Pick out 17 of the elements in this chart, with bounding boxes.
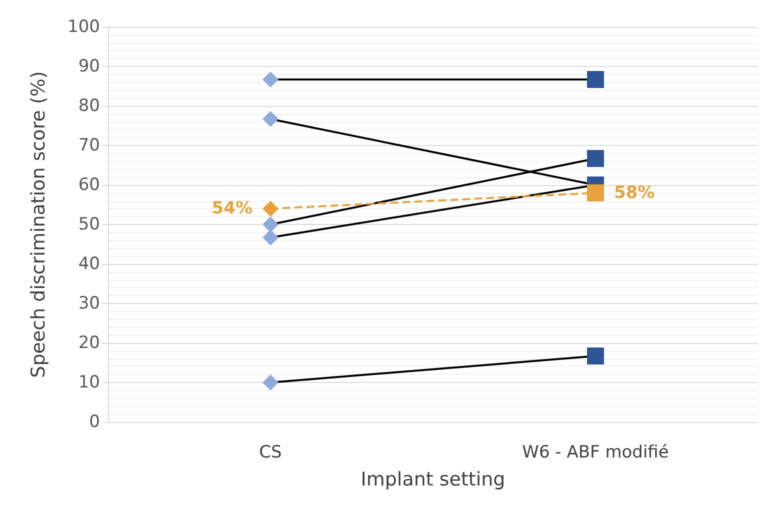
y-tick-label: 40: [78, 254, 100, 274]
y-tick-label: 80: [78, 96, 100, 116]
y-tick-label: 70: [78, 136, 100, 156]
y-tick-label: 90: [78, 56, 100, 76]
data-label: 58%: [614, 182, 655, 203]
y-tick-label: 50: [78, 214, 100, 234]
y-tick-label: 60: [78, 175, 100, 195]
y-tick-label: 10: [78, 372, 100, 392]
y-tick-label: 30: [78, 294, 100, 314]
x-axis-title: Implant setting: [360, 468, 506, 490]
x-tick-label: W6 - ABF modifié: [522, 442, 669, 462]
y-tick-label: 100: [68, 17, 100, 37]
y-axis-title: Speech discrimination score (%): [28, 71, 50, 378]
x-tick-label: CS: [259, 442, 282, 462]
data-label: 54%: [212, 198, 252, 219]
y-tick-label: 20: [78, 333, 100, 353]
y-tick-label: 0: [89, 412, 100, 432]
